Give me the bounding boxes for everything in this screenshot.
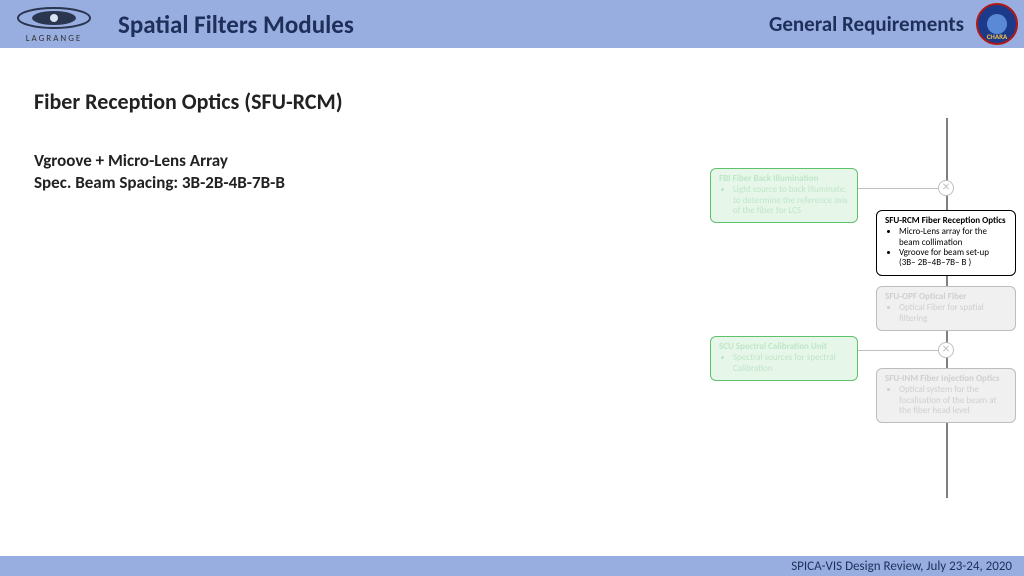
footer-bar: SPICA-VIS Design Review, July 23-24, 202…	[0, 556, 1024, 576]
node-scu-bullet-0: Spectral sources for spectral Calibratio…	[733, 353, 849, 374]
node-opf-bullet-0: Optical Fiber for spatial filtering	[899, 303, 1007, 324]
node-inm-title: SFU-INM Fiber Injection Optics	[885, 374, 1007, 384]
connector-fbi	[858, 188, 938, 189]
node-scu-title: SCU Spectral Calibration Unit	[719, 342, 849, 352]
spec-line-1: Vgroove + Micro-Lens Array	[34, 150, 285, 172]
spec-block: Vgroove + Micro-Lens Array Spec. Beam Sp…	[34, 150, 285, 194]
node-fbi-title: FBI Fiber Back Illumination	[719, 174, 849, 184]
junction-scu-icon	[938, 342, 954, 358]
node-rcm-bullet-0: Micro-Lens array for the beam collimatio…	[899, 227, 1007, 248]
logo-lagrange-text: LAGRANGE	[26, 33, 83, 44]
logo-lagrange: LAGRANGE	[4, 1, 104, 47]
junction-fbi-icon	[938, 180, 954, 196]
content-area: Fiber Reception Optics (SFU-RCM) Vgroove…	[0, 48, 1024, 556]
logo-chara: CHARA	[976, 3, 1018, 45]
node-inm: SFU-INM Fiber Injection Optics Optical s…	[876, 368, 1016, 423]
flow-diagram: FBI Fiber Back Illumination Light source…	[700, 118, 1020, 498]
svg-text:CHARA: CHARA	[987, 32, 1008, 41]
node-rcm: SFU-RCM Fiber Reception Optics Micro-Len…	[876, 210, 1016, 276]
node-opf: SFU-OPF Optical Fiber Optical Fiber for …	[876, 286, 1016, 331]
section-title: Fiber Reception Optics (SFU-RCM)	[34, 88, 343, 115]
node-rcm-bullet-1: Vgroove for beam set-up (3B– 2B–4B–7B– B…	[899, 248, 1007, 269]
node-inm-bullet-0: Optical system for the focalisation of t…	[899, 385, 1007, 416]
page-title: Spatial Filters Modules	[118, 9, 354, 40]
node-rcm-title: SFU-RCM Fiber Reception Optics	[885, 216, 1007, 226]
page-subtitle: General Requirements	[769, 0, 964, 48]
connector-scu	[858, 350, 938, 351]
node-scu: SCU Spectral Calibration Unit Spectral s…	[710, 336, 858, 381]
spec-line-2: Spec. Beam Spacing: 3B-2B-4B-7B-B	[34, 172, 285, 194]
title-bar: LAGRANGE Spatial Filters Modules General…	[0, 0, 1024, 48]
footer-text: SPICA-VIS Design Review, July 23-24, 202…	[791, 559, 1012, 574]
node-opf-title: SFU-OPF Optical Fiber	[885, 292, 1007, 302]
node-fbi-bullet-0: Light source to back illuminate, to dete…	[733, 185, 849, 216]
node-fbi: FBI Fiber Back Illumination Light source…	[710, 168, 858, 223]
